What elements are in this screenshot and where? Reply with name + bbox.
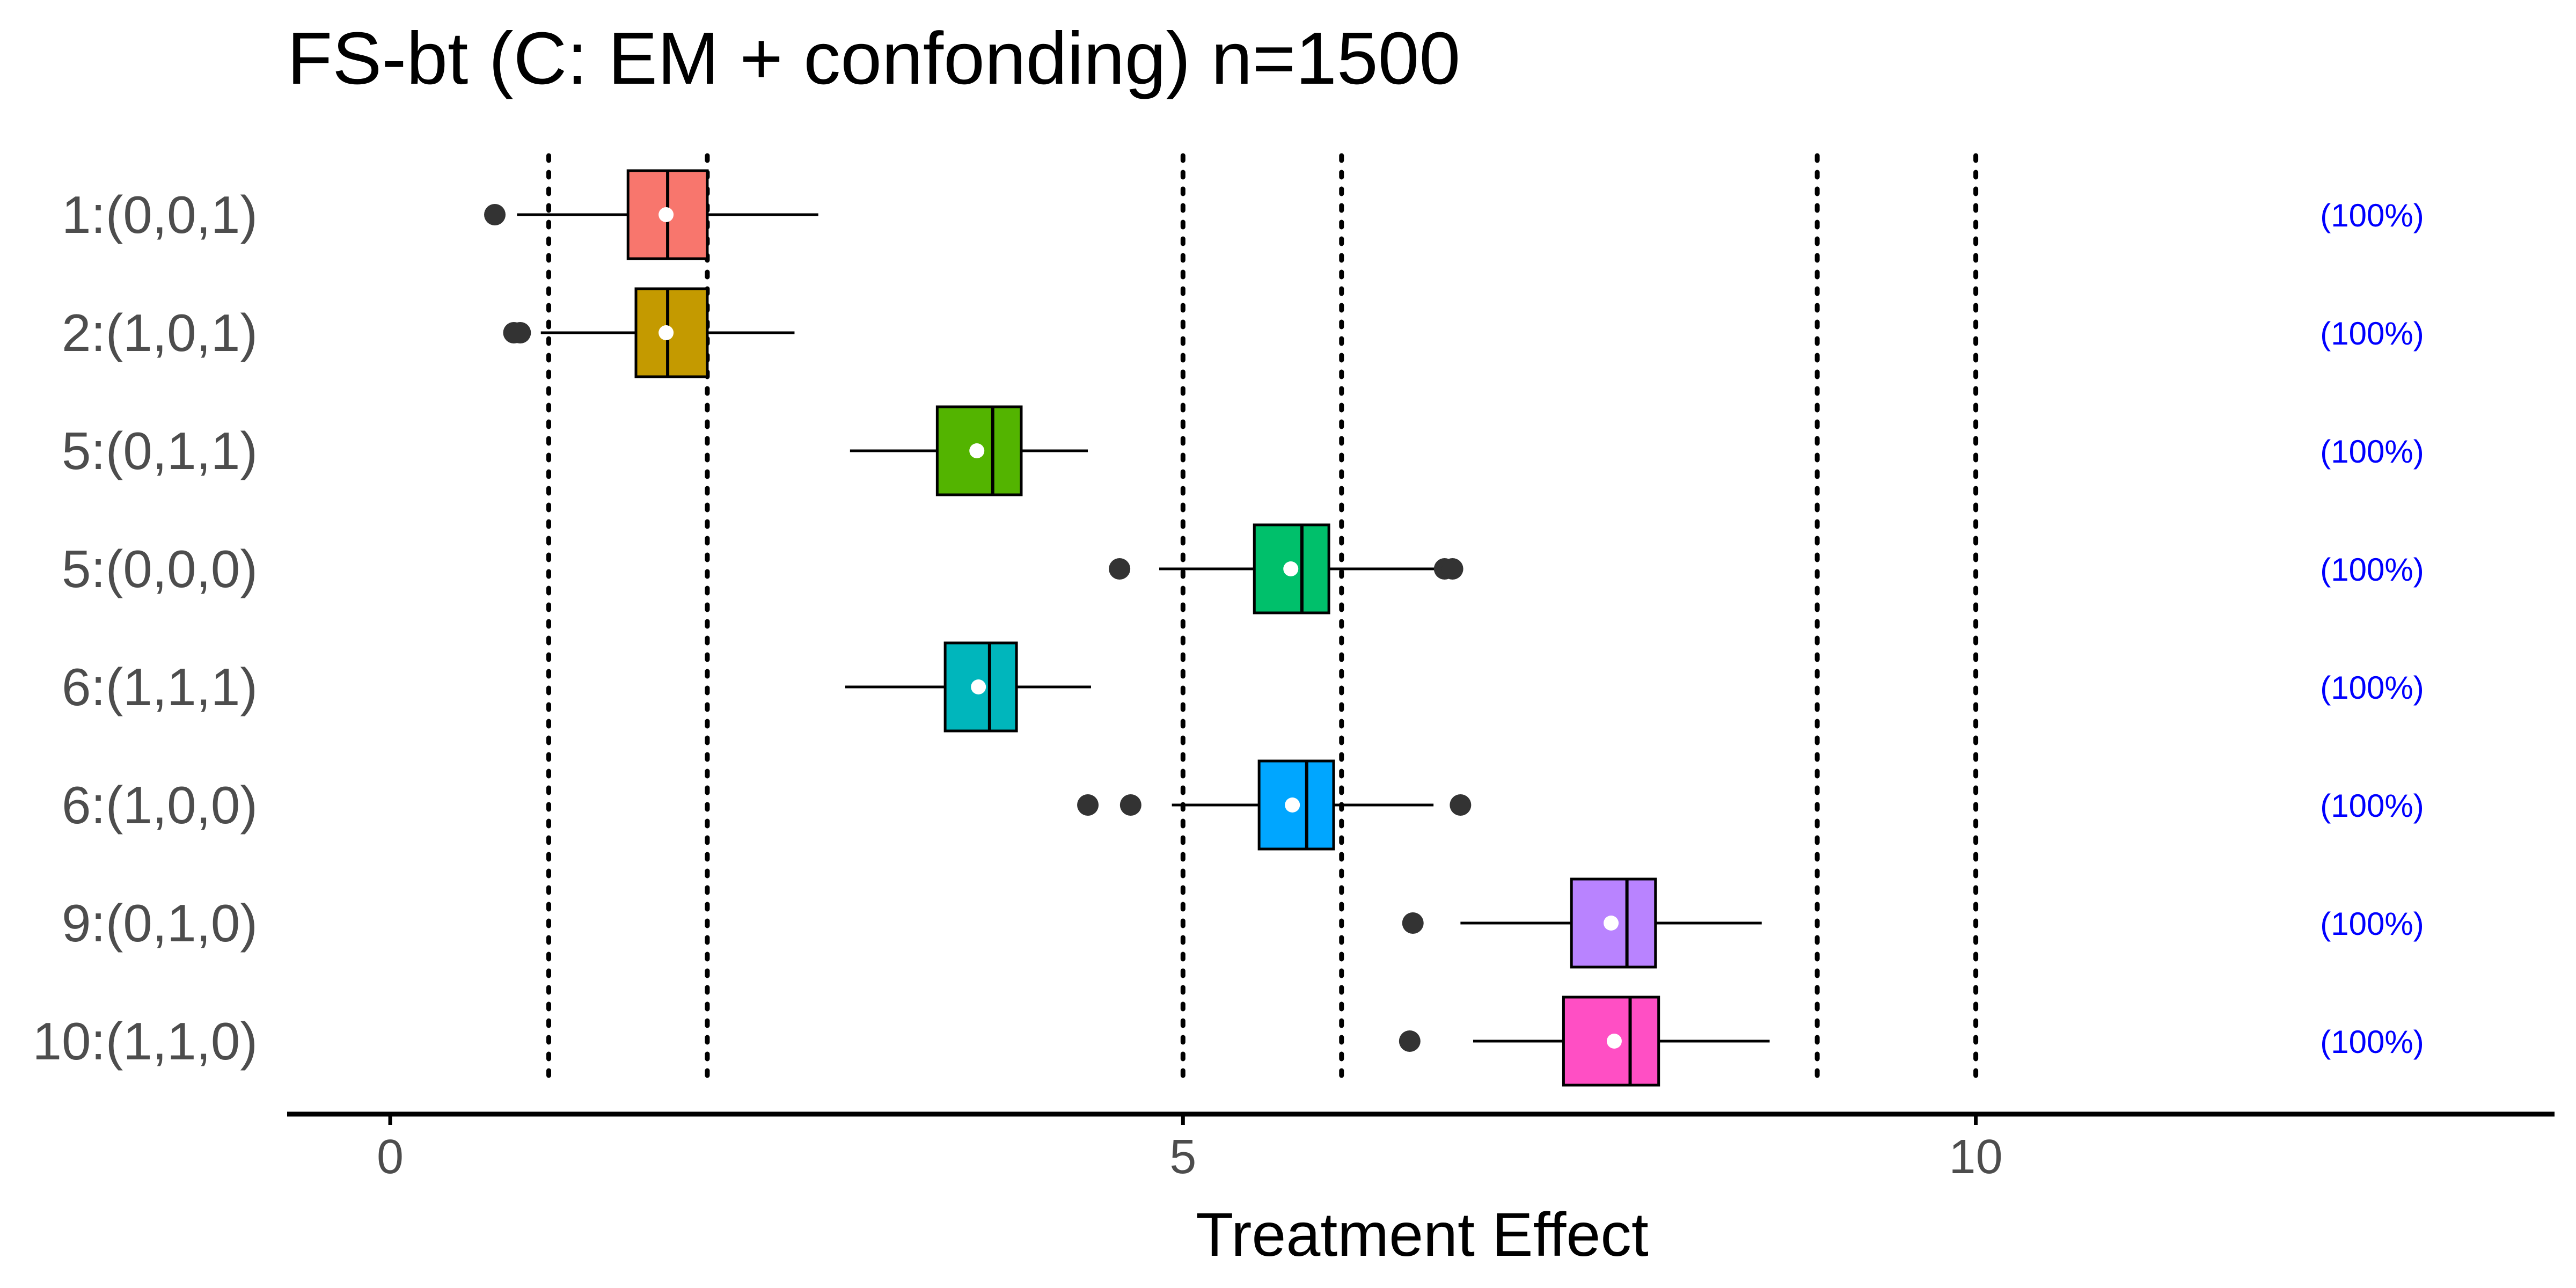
x-tick-label: 10 [1949,1130,2003,1184]
mean-marker [1285,797,1300,813]
outlier-point [1399,1030,1421,1052]
percent-annotation: (100%) [2320,316,2424,352]
y-category-label: 10:(1,1,0) [33,1012,258,1071]
mean-marker [969,443,985,458]
box-group [1402,877,1762,969]
percent-annotation: (100%) [2320,906,2424,942]
mean-marker [658,325,674,340]
percent-annotation: (100%) [2320,552,2424,588]
y-category-label: 2:(1,0,1) [62,303,258,362]
mean-marker [1283,561,1299,576]
x-axis-title: Treatment Effect [1196,1201,1649,1269]
y-category-label: 9:(0,1,0) [62,894,258,953]
iqr-box [1570,877,1657,969]
y-category-label: 6:(1,0,0) [62,775,258,835]
percent-annotation: (100%) [2320,434,2424,470]
y-category-label: 5:(0,1,1) [62,421,258,480]
y-category-label: 5:(0,0,0) [62,539,258,598]
mean-marker [658,207,674,222]
box-group [1399,996,1770,1087]
x-tick-label: 5 [1169,1130,1196,1184]
box-group [1109,523,1463,614]
y-category-label: 1:(0,0,1) [62,185,258,244]
mean-marker [1604,916,1619,931]
outlier-point [1077,794,1099,816]
y-category-label: 6:(1,1,1) [62,657,258,716]
percent-annotation: (100%) [2320,788,2424,824]
outlier-point [1119,794,1141,816]
y-axis-labels: 1:(0,0,1) 2:(1,0,1) 5:(0,1,1) 5:(0,0,0) 6:(1… [33,185,258,1071]
box-group [484,169,818,260]
outlier-point [1450,794,1472,816]
mean-marker [1606,1034,1622,1049]
mean-marker [971,679,986,694]
box-group [845,641,1091,733]
percent-annotation: (100%) [2320,197,2424,233]
iqr-box [1253,523,1330,614]
outlier-point [509,322,531,343]
outlier-point [484,204,506,225]
percent-annotation: (100%) [2320,670,2424,706]
reference-lines [546,153,1979,1081]
chart-title: FS-bt (C: EM + confonding) n=1500 [287,17,1461,100]
box-group [1077,759,1472,851]
outlier-point [1109,558,1131,580]
x-tick-label: 0 [377,1130,404,1184]
percent-annotation: (100%) [2320,1024,2424,1060]
x-axis: 0 5 10 [287,1111,2555,1184]
box-group [850,405,1088,496]
box-group [503,287,795,378]
outlier-point [1441,558,1463,580]
percent-annotations: (100%) (100%) (100%) (100%) (100%) (100%) (100… [2320,197,2424,1060]
outlier-point [1402,912,1424,934]
box-series [484,169,1770,1087]
